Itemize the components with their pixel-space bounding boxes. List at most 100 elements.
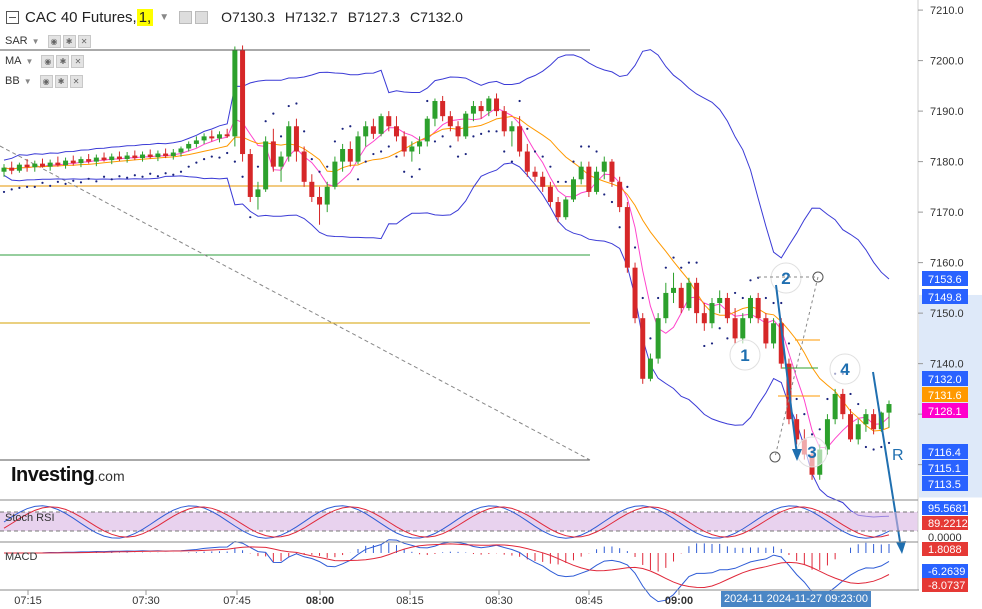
sar-dot <box>626 185 629 188</box>
stoch-value-label: 95.5681 <box>928 503 968 515</box>
candle-body <box>378 116 384 134</box>
indicator-row-bb[interactable]: BB ▼ ◉ ✱ ✕ <box>5 73 85 89</box>
sar-dot <box>295 102 298 105</box>
x-tick-label: 08:45 <box>575 595 603 607</box>
sar-dot <box>426 99 429 103</box>
sar-dot <box>818 428 821 431</box>
sar-dot <box>387 145 390 148</box>
candle-body <box>678 287 684 309</box>
sar-dot <box>272 112 275 115</box>
stoch-rsi-label[interactable]: Stoch RSI <box>5 512 55 524</box>
sar-dot <box>418 168 421 171</box>
candle-body <box>709 303 715 324</box>
ma-slow-line <box>3 115 890 432</box>
candle-body <box>101 157 107 161</box>
sar-dot <box>503 150 506 153</box>
sar-dot <box>487 130 490 133</box>
sar-dot <box>603 193 606 196</box>
sar-dot <box>41 181 44 184</box>
sar-dot <box>618 226 621 229</box>
candle-body <box>216 134 222 139</box>
sar-dot <box>649 337 652 340</box>
candle-body <box>871 414 877 430</box>
eye-icon[interactable]: ◉ <box>39 74 53 88</box>
chevron-down-icon[interactable]: ▼ <box>159 11 170 23</box>
sar-dot <box>587 145 590 148</box>
gear-icon[interactable]: ✱ <box>56 54 70 68</box>
chevron-down-icon[interactable]: ▼ <box>23 76 32 86</box>
sar-dot <box>18 186 21 189</box>
candle-body <box>178 148 184 153</box>
macd-signal-line <box>4 543 890 589</box>
x-tick-label: 07:30 <box>132 595 160 607</box>
indicator-row-sar[interactable]: SAR ▼ ◉ ✱ ✕ <box>5 33 93 49</box>
gear-icon[interactable]: ✱ <box>62 34 76 48</box>
candle-body <box>555 202 561 218</box>
collapse-icon[interactable] <box>6 10 19 24</box>
sar-dot <box>610 200 614 204</box>
candle-body <box>324 186 330 205</box>
wave-circle <box>770 262 802 294</box>
candle-body <box>263 141 269 190</box>
candle-body <box>717 297 723 304</box>
candle-body <box>224 134 230 137</box>
candle-body <box>486 98 492 112</box>
sar-dot <box>326 165 329 168</box>
sar-dot <box>703 344 706 348</box>
candle-body <box>509 126 515 132</box>
macd-label[interactable]: MACD <box>5 551 38 563</box>
sar-dot <box>526 127 529 130</box>
x-tick-label: 08:15 <box>396 595 424 607</box>
chevron-down-icon[interactable]: ▼ <box>25 56 34 66</box>
indicator-label: MA <box>5 55 22 67</box>
sar-dot <box>887 441 891 445</box>
chevron-down-icon[interactable]: ▼ <box>31 36 40 46</box>
y-tick-label: 7140.0 <box>930 359 964 371</box>
candle-body <box>1 167 7 172</box>
symbol-name[interactable]: CAC 40 Futures, <box>25 8 137 26</box>
stoch-value-tag <box>922 516 968 530</box>
sar-dot <box>72 179 75 182</box>
candle-body <box>694 282 700 314</box>
settings-icon[interactable] <box>195 10 209 24</box>
sar-dot <box>695 261 698 264</box>
price-tag <box>922 460 968 475</box>
y-tick-label: 7190.0 <box>930 106 964 118</box>
annotations[interactable]: 1 2 3 4 R <box>729 262 906 554</box>
sar-dot <box>233 160 236 163</box>
wave-label: 2 <box>781 269 790 288</box>
candle-body <box>163 153 169 157</box>
candle-body <box>424 118 430 142</box>
sar-dot <box>49 184 52 187</box>
candle-body <box>209 136 215 139</box>
sar-dot <box>464 152 467 156</box>
interval-label[interactable]: 1, <box>136 8 154 26</box>
candle-body <box>747 297 753 319</box>
gear-icon[interactable]: ✱ <box>54 74 68 88</box>
candle-body <box>340 148 346 162</box>
eye-icon[interactable]: ◉ <box>41 54 55 68</box>
x-tick-label: 07:15 <box>14 595 42 607</box>
candle-body <box>855 424 861 440</box>
candle-body <box>240 50 246 155</box>
candle-body <box>517 126 523 152</box>
candle-body <box>640 318 646 379</box>
fib-line <box>774 276 819 458</box>
sar-dot <box>79 181 83 184</box>
eye-icon[interactable]: ◉ <box>47 34 61 48</box>
sar-dot <box>33 185 36 188</box>
sar-dot <box>179 170 183 173</box>
indicator-row-ma[interactable]: MA ▼ ◉ ✱ ✕ <box>5 53 86 69</box>
eye-icon[interactable] <box>179 10 193 24</box>
candle-body <box>624 207 630 268</box>
candle-body <box>655 318 661 359</box>
close-icon[interactable]: ✕ <box>77 34 91 48</box>
sar-dot <box>795 397 798 401</box>
close-icon[interactable]: ✕ <box>69 74 83 88</box>
sar-dot <box>149 172 152 175</box>
close-icon[interactable]: ✕ <box>71 54 85 68</box>
sar-dot <box>633 246 637 249</box>
indicator-label: BB <box>5 75 20 87</box>
